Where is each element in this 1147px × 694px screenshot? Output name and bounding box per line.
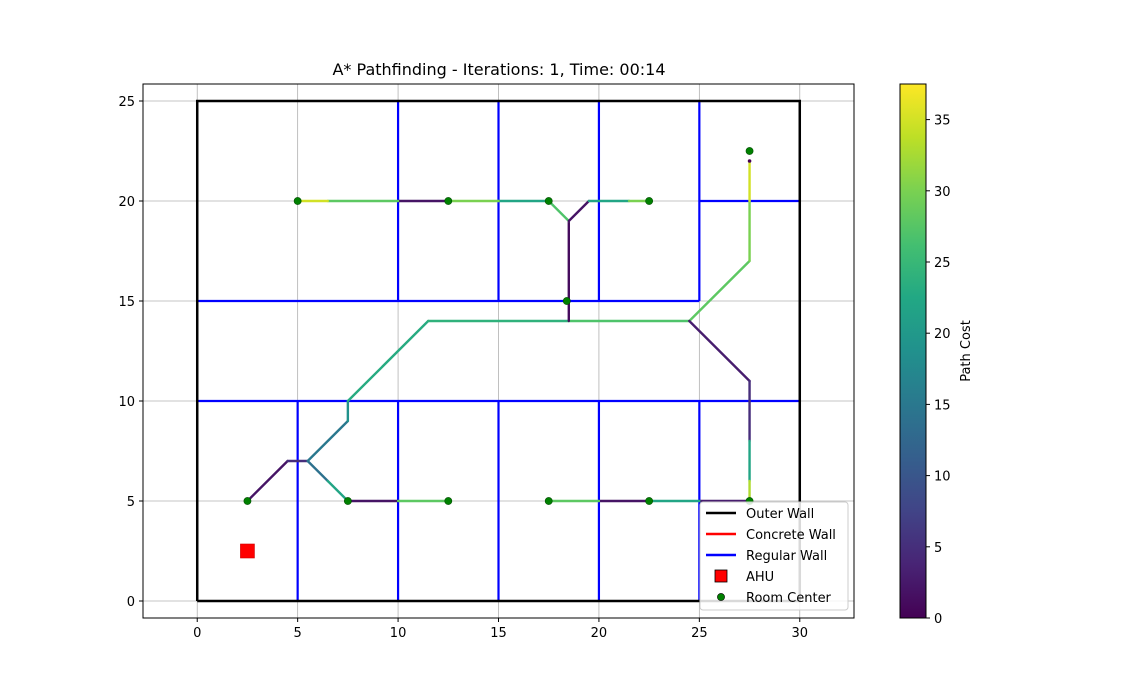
path-segment bbox=[306, 419, 350, 463]
path-segment bbox=[326, 479, 350, 503]
legend-label: AHU bbox=[746, 570, 774, 585]
room-center-marker bbox=[745, 147, 754, 155]
outer-wall bbox=[195, 99, 802, 603]
colorbar-tick-label: 0 bbox=[934, 612, 942, 627]
path-segment bbox=[306, 459, 329, 483]
ahu-marker bbox=[240, 543, 255, 559]
room-center-marker bbox=[544, 497, 553, 505]
legend-label: Regular Wall bbox=[746, 549, 827, 564]
room-center-marker bbox=[343, 497, 352, 505]
y-tick-label: 0 bbox=[127, 595, 135, 610]
colorbar-tick-label: 15 bbox=[934, 398, 951, 413]
colorbar: 0 5 10 15 20 25 30 35 Path Cost bbox=[899, 83, 974, 627]
markers bbox=[240, 147, 754, 559]
path-segment bbox=[346, 319, 430, 403]
room-center-marker bbox=[444, 197, 453, 205]
x-tick-label: 15 bbox=[490, 626, 507, 641]
colorbar-tick-label: 35 bbox=[934, 114, 951, 129]
y-tick-label: 15 bbox=[118, 295, 135, 310]
colorbar-gradient bbox=[900, 84, 926, 618]
y-tick-label: 10 bbox=[118, 395, 135, 410]
plot-area: 0 5 10 15 20 25 30 0 5 10 15 20 25 bbox=[118, 83, 855, 641]
room-center-marker bbox=[544, 197, 553, 205]
y-tick-label: 25 bbox=[118, 95, 135, 110]
x-tick-label: 20 bbox=[591, 626, 608, 641]
x-tick-label: 10 bbox=[390, 626, 407, 641]
colorbar-tick-label: 10 bbox=[934, 470, 951, 485]
path-segment bbox=[688, 319, 751, 383]
x-axis: 0 5 10 15 20 25 30 bbox=[193, 618, 808, 641]
y-axis: 0 5 10 15 20 25 bbox=[118, 95, 143, 610]
colorbar-tick-label: 25 bbox=[934, 256, 951, 271]
colorbar-tick-label: 20 bbox=[934, 327, 951, 342]
legend-swatch-square bbox=[714, 569, 728, 583]
legend-label: Outer Wall bbox=[746, 507, 814, 522]
room-center-marker bbox=[562, 297, 571, 305]
x-tick-label: 5 bbox=[294, 626, 302, 641]
legend-label: Concrete Wall bbox=[746, 528, 836, 543]
y-tick-label: 20 bbox=[118, 195, 135, 210]
path-segment bbox=[547, 199, 570, 223]
colorbar-label: Path Cost bbox=[959, 320, 974, 382]
room-center-marker bbox=[444, 497, 453, 505]
legend-label: Room Center bbox=[746, 591, 832, 606]
colorbar-tick-label: 5 bbox=[934, 541, 942, 556]
colorbar-tick-label: 30 bbox=[934, 185, 951, 200]
path-segment bbox=[688, 259, 751, 323]
room-center-marker bbox=[645, 497, 654, 505]
y-tick-label: 5 bbox=[127, 495, 135, 510]
colorbar-frame bbox=[899, 83, 927, 619]
room-center-marker bbox=[243, 497, 252, 505]
legend-swatch-circle bbox=[717, 593, 725, 601]
chart-title: A* Pathfinding - Iterations: 1, Time: 00… bbox=[332, 60, 665, 79]
x-tick-label: 30 bbox=[791, 626, 808, 641]
room-center-marker bbox=[293, 197, 302, 205]
path-segment bbox=[567, 199, 591, 223]
x-tick-label: 0 bbox=[193, 626, 201, 641]
path-end-marker bbox=[747, 159, 752, 163]
room-center-marker bbox=[645, 197, 654, 205]
legend-box bbox=[699, 501, 849, 611]
x-tick-label: 25 bbox=[691, 626, 708, 641]
path-segment bbox=[246, 459, 289, 503]
legend: Outer Wall Concrete Wall Regular Wall AHU Ro… bbox=[699, 501, 849, 611]
colorbar-ticks: 0 5 10 15 20 25 30 35 bbox=[926, 114, 951, 627]
